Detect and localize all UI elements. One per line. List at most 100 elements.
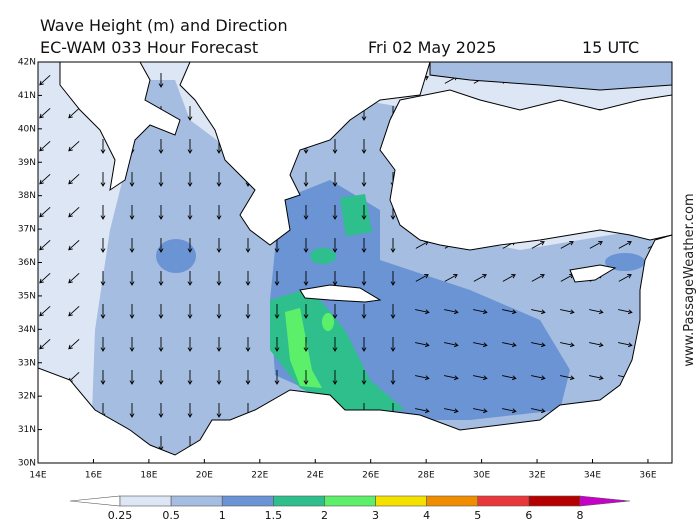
crete [299, 284, 382, 303]
arrow [589, 241, 603, 249]
arrow [444, 408, 459, 414]
longitude-label: 32E [528, 471, 545, 481]
arrow [390, 303, 396, 319]
arrow [100, 303, 106, 319]
legend-label: 5 [474, 509, 481, 522]
arrow [473, 375, 488, 381]
legend-swatch [119, 495, 172, 507]
arrow [68, 206, 80, 218]
sea-band [605, 253, 645, 271]
longitude-label: 34E [584, 471, 601, 481]
arrow [100, 369, 106, 385]
legend-label: 1.5 [265, 509, 283, 522]
arrow [39, 338, 51, 350]
model-label: EC-WAM 033 Hour Forecast [40, 38, 258, 57]
latitude-label: 42N [18, 58, 36, 68]
longitude-label: 18E [140, 471, 157, 481]
arrow [39, 173, 51, 185]
arrow [415, 342, 430, 348]
arrow [68, 239, 80, 251]
arrow [129, 204, 135, 220]
arrow [303, 270, 309, 286]
arrow [187, 270, 193, 286]
arrow [361, 303, 367, 319]
arrow [332, 237, 338, 253]
arrow [187, 336, 193, 352]
arrow [187, 171, 193, 187]
arrow [100, 204, 106, 220]
arrow [361, 171, 367, 187]
arrow [68, 272, 80, 284]
longitude-label: 24E [307, 471, 324, 481]
land [59, 62, 181, 192]
arrow [274, 303, 280, 319]
longitude-label: 16E [85, 471, 102, 481]
arrow [100, 171, 106, 187]
arrow [39, 140, 51, 152]
legend-label: 0.5 [162, 509, 180, 522]
arrow [187, 402, 193, 418]
arrow [187, 138, 193, 154]
arrow [274, 369, 280, 385]
arrow [618, 342, 633, 348]
arrow [68, 107, 80, 119]
arrow [129, 270, 135, 286]
arrow [187, 204, 193, 220]
arrow [361, 237, 367, 253]
arrow [361, 369, 367, 385]
arrow [100, 270, 106, 286]
arrow [473, 274, 487, 282]
legend-arrow-low [69, 495, 121, 507]
black-sea [429, 62, 672, 91]
arrow [332, 204, 338, 220]
arrow [361, 204, 367, 220]
arrow [618, 309, 633, 315]
arrow [158, 72, 164, 88]
latitude-label: 33N [18, 358, 36, 368]
arrow [245, 237, 251, 253]
arrow [415, 274, 429, 282]
legend-label: 2 [321, 509, 328, 522]
legend-swatch [221, 495, 274, 507]
legend-swatch [477, 495, 530, 507]
arrow [531, 241, 545, 249]
arrow [68, 338, 80, 350]
map-area [38, 62, 672, 463]
arrow [216, 270, 222, 286]
land [38, 234, 672, 463]
arrow [158, 402, 164, 418]
arrow [274, 336, 280, 352]
longitude-label: 20E [196, 471, 213, 481]
arrow [531, 375, 546, 381]
arrow [332, 336, 338, 352]
longitude-label: 14E [29, 471, 46, 481]
arrow [589, 342, 604, 348]
arrow [444, 274, 458, 282]
arrow [187, 303, 193, 319]
arrow [158, 336, 164, 352]
arrow [531, 342, 546, 348]
legend-arrow-high [579, 495, 631, 507]
arrow [158, 171, 164, 187]
arrow [502, 408, 517, 414]
arrow [187, 105, 193, 121]
sea-band [310, 248, 336, 264]
arrow [531, 408, 546, 414]
arrow [618, 241, 632, 249]
legend-swatch [324, 495, 376, 507]
arrow [129, 171, 135, 187]
arrow [560, 309, 575, 315]
arrow [68, 173, 80, 185]
arrow [129, 303, 135, 319]
arrow [303, 204, 309, 220]
legend-swatch [170, 495, 223, 507]
arrow [158, 369, 164, 385]
arrow [216, 171, 222, 187]
arrow [303, 237, 309, 253]
arrow [473, 309, 488, 315]
legend-label: 4 [423, 509, 430, 522]
arrow [187, 237, 193, 253]
arrow [158, 204, 164, 220]
arrow [216, 369, 222, 385]
